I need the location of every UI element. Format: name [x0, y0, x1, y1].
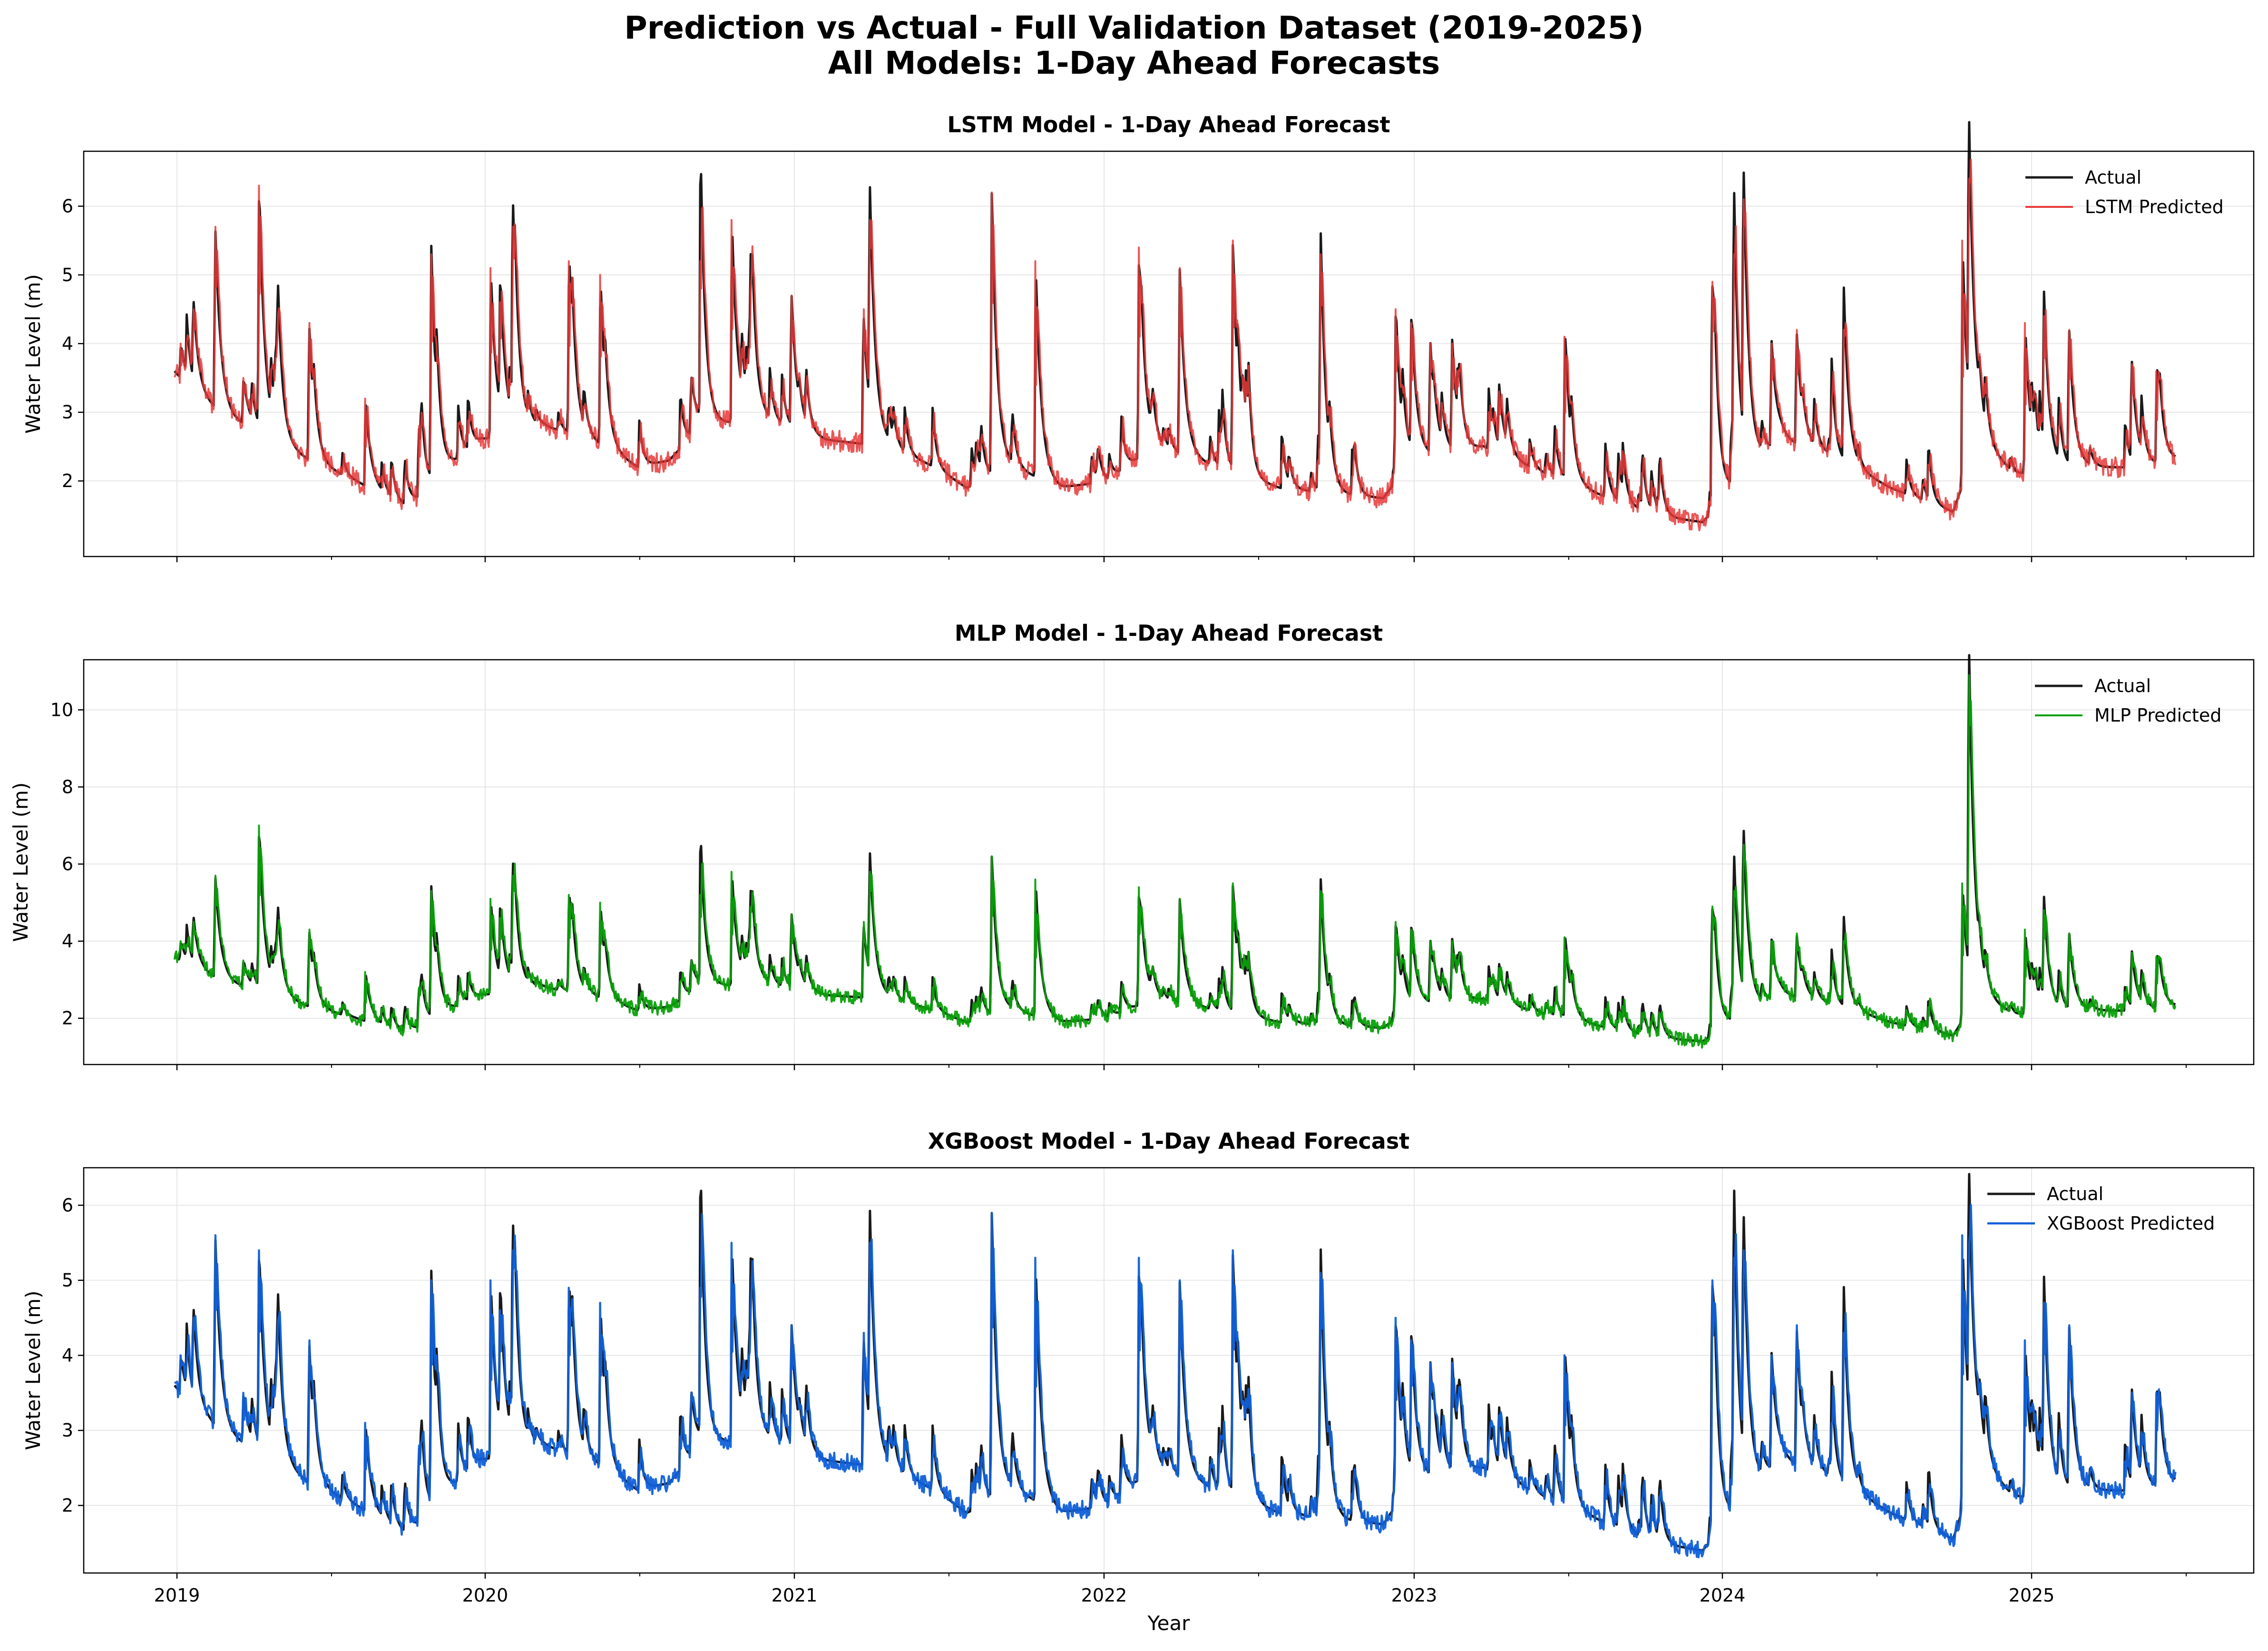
x-tick-label: 2021 — [772, 1585, 818, 1606]
series-line-predicted — [174, 158, 2177, 531]
y-axis-label: Water Level (m) — [21, 274, 45, 433]
x-tick-label: 2024 — [1700, 1585, 1746, 1606]
legend: Actual XGBoost Predicted — [1987, 1183, 2215, 1234]
x-tick-label: 2020 — [462, 1585, 508, 1606]
legend-label: Actual — [2085, 167, 2141, 188]
y-tick-label: 5 — [62, 264, 73, 285]
y-tick-label: 5 — [62, 1270, 73, 1291]
y-axis-label: Water Level (m) — [21, 1290, 45, 1450]
legend: Actual LSTM Predicted — [2025, 167, 2224, 217]
y-axis-label: Water Level (m) — [9, 782, 32, 942]
panel-title: LSTM Model - 1-Day Ahead Forecast — [947, 112, 1390, 137]
x-tick-label: 2025 — [2009, 1585, 2055, 1606]
chart-panel-3: 2 3 4 5 6 2019 2020 2021 2022 2023 2024 2025 XGBoost… — [21, 1128, 2255, 1635]
x-tick-label: 2022 — [1081, 1585, 1127, 1606]
x-tick-label: 2023 — [1391, 1585, 1437, 1606]
panel-title: MLP Model - 1-Day Ahead Forecast — [955, 620, 1383, 646]
y-tick-label: 4 — [62, 333, 73, 354]
legend-label: Actual — [2047, 1183, 2103, 1204]
legend: Actual MLP Predicted — [2035, 675, 2221, 726]
series-line-actual — [174, 1172, 2176, 1552]
panel-title: XGBoost Model - 1-Day Ahead Forecast — [928, 1128, 1409, 1154]
x-axis-label: Year — [1147, 1612, 1191, 1635]
y-tick-label: 10 — [50, 699, 73, 720]
y-tick-label: 4 — [62, 931, 73, 952]
axes-frame — [83, 1167, 2255, 1574]
chart-panel-1: 2 3 4 5 6 LSTM Model - 1-Day Ahead Forecast Wa… — [21, 112, 2255, 562]
legend-label: XGBoost Predicted — [2047, 1213, 2215, 1234]
y-tick-label: 6 — [62, 1195, 73, 1216]
figure-title-line2: All Models: 1-Day Ahead Forecasts — [828, 45, 1440, 81]
y-tick-label: 2 — [62, 470, 73, 491]
figure-title-line1: Prediction vs Actual - Full Validation D… — [624, 10, 1644, 46]
y-tick-label: 2 — [62, 1495, 73, 1516]
x-tick-label: 2019 — [154, 1585, 200, 1606]
chart-panel-2: 2 4 6 8 10 MLP Model - 1-Day Ahead Forecast Wa… — [9, 620, 2255, 1070]
series-line-predicted — [174, 1204, 2177, 1559]
y-tick-label: 3 — [62, 1420, 73, 1441]
y-tick-label: 4 — [62, 1345, 73, 1366]
legend-label: LSTM Predicted — [2085, 196, 2224, 217]
axes-frame — [83, 659, 2255, 1065]
y-tick-label: 2 — [62, 1008, 73, 1029]
y-tick-label: 8 — [62, 776, 73, 797]
legend-label: Actual — [2094, 675, 2151, 696]
series-line-actual — [174, 121, 2176, 524]
legend-label: MLP Predicted — [2094, 705, 2221, 726]
axes-frame — [83, 150, 2255, 557]
y-tick-label: 6 — [62, 854, 73, 875]
y-tick-label: 6 — [62, 196, 73, 217]
series-line-actual — [174, 654, 2176, 1043]
y-tick-label: 3 — [62, 402, 73, 423]
series-line-predicted — [173, 674, 2177, 1049]
